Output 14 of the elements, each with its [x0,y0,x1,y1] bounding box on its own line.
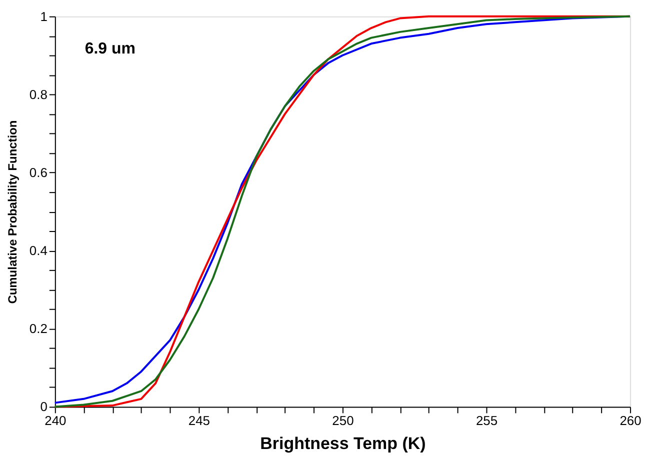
x-tick-label: 255 [476,413,498,428]
annotation: 6.9 um [84,40,136,58]
y-tick-label: 0 [40,399,48,414]
x-axis-title: Brightness Temp (K) [260,434,426,454]
y-tick-label: 0.8 [29,86,48,102]
y-tick-label: 0.6 [29,164,48,180]
x-tick-label: 245 [188,413,210,428]
y-axis-title: Cumulative Probability Function [5,120,20,304]
x-tick-label: 250 [332,413,354,428]
x-tick-label: 240 [44,413,66,428]
y-tick-label: 1 [40,8,48,24]
x-tick-label: 260 [620,413,642,428]
y-tick-label: 0.2 [29,321,48,336]
y-tick-label: 0.4 [29,243,48,258]
